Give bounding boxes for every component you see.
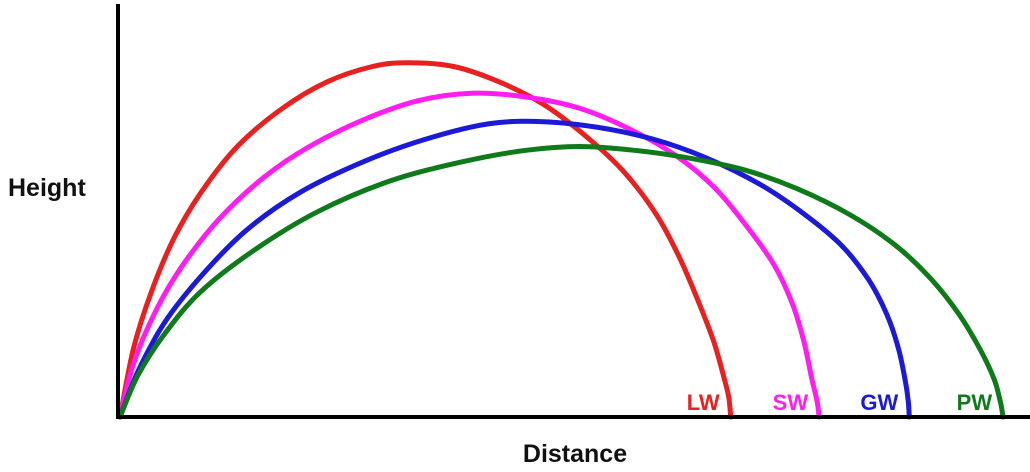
series-curves [117,60,1006,420]
series-label-sw: SW [773,390,809,415]
series-line-pw [117,143,1006,420]
series-labels: LW SW GW PW [687,390,993,415]
y-axis-label: Height [8,174,86,202]
x-axis-label: Distance [523,440,627,468]
series-line-gw [117,118,912,420]
series-line-sw [117,90,822,420]
series-label-lw: LW [687,390,720,415]
series-line-lw [117,60,734,420]
series-label-gw: GW [860,390,898,415]
series-label-pw: PW [957,390,993,415]
